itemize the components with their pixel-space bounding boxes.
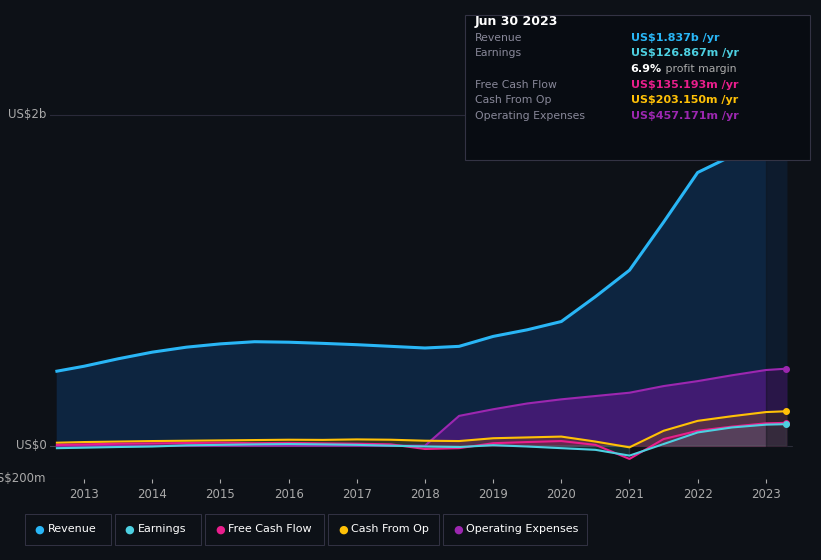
Text: ●: ● — [215, 524, 225, 534]
Text: Earnings: Earnings — [475, 49, 522, 58]
Text: Cash From Op: Cash From Op — [475, 95, 552, 105]
Text: US$0: US$0 — [16, 439, 46, 452]
Text: Cash From Op: Cash From Op — [351, 524, 429, 534]
Text: Free Cash Flow: Free Cash Flow — [228, 524, 312, 534]
Text: ●: ● — [125, 524, 135, 534]
Text: profit margin: profit margin — [662, 64, 736, 74]
Text: Operating Expenses: Operating Expenses — [475, 111, 585, 121]
Text: 6.9%: 6.9% — [631, 64, 662, 74]
Text: Free Cash Flow: Free Cash Flow — [475, 80, 557, 90]
Text: US$126.867m /yr: US$126.867m /yr — [631, 49, 739, 58]
Text: US$457.171m /yr: US$457.171m /yr — [631, 111, 738, 121]
Bar — [766, 98, 793, 479]
Text: US$2b: US$2b — [8, 108, 46, 121]
Text: ●: ● — [34, 524, 44, 534]
Text: Operating Expenses: Operating Expenses — [466, 524, 579, 534]
Text: Earnings: Earnings — [138, 524, 186, 534]
Text: Revenue: Revenue — [48, 524, 96, 534]
Text: ●: ● — [338, 524, 348, 534]
Text: Revenue: Revenue — [475, 32, 522, 43]
Text: Jun 30 2023: Jun 30 2023 — [475, 15, 558, 28]
Text: US$203.150m /yr: US$203.150m /yr — [631, 95, 738, 105]
Text: US$135.193m /yr: US$135.193m /yr — [631, 80, 738, 90]
Text: US$1.837b /yr: US$1.837b /yr — [631, 32, 719, 43]
Text: ●: ● — [453, 524, 463, 534]
Text: -US$200m: -US$200m — [0, 472, 46, 486]
